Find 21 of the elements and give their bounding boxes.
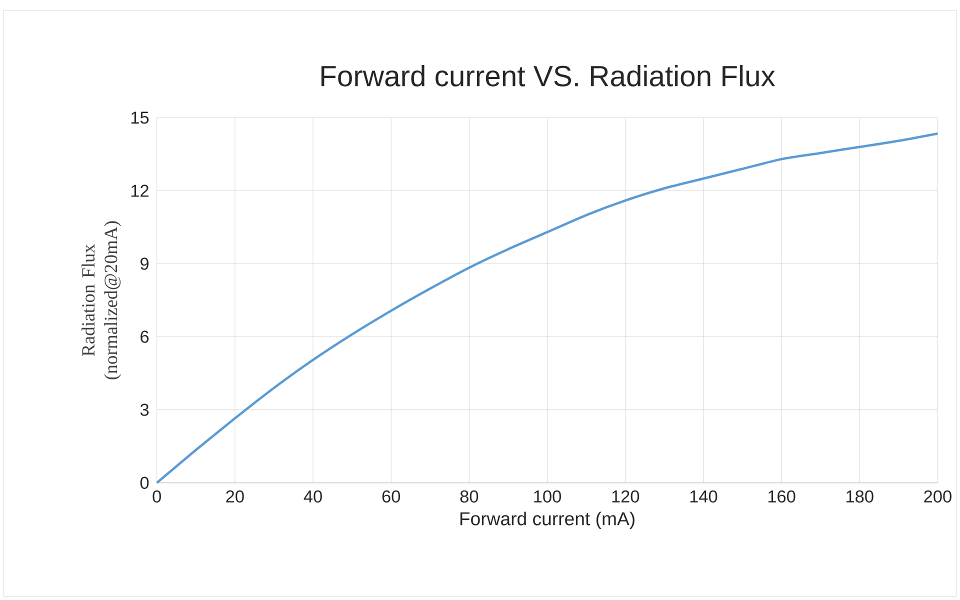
y-tick-label: 9	[140, 258, 149, 270]
x-tick-label: 140	[690, 490, 718, 503]
x-tick-label: 100	[534, 490, 562, 503]
x-tick-label: 20	[226, 490, 244, 503]
x-tick-label: 40	[304, 490, 322, 503]
x-tick-label: 0	[152, 490, 161, 503]
x-tick-label: 80	[460, 490, 478, 503]
line-series	[156, 132, 939, 484]
y-tick-label: 12	[131, 184, 148, 197]
x-tick-label: 200	[924, 490, 952, 503]
x-tick-label: 160	[768, 490, 796, 503]
y-tick-label: 15	[131, 112, 149, 124]
chart-title: Forward current VS. Radiation Flux	[321, 64, 776, 86]
y-tick-label: 0	[140, 476, 149, 489]
y-tick-label: 3	[140, 404, 149, 416]
y-tick-label: 6	[140, 330, 149, 343]
y-axis-title: Radiation Flux (normalized@20mA)	[82, 221, 121, 380]
x-tick-label: 180	[846, 490, 874, 503]
x-axis-title: Forward current (mA)	[460, 512, 634, 530]
x-tick-label: 60	[382, 490, 400, 503]
x-tick-label: 120	[612, 490, 640, 503]
